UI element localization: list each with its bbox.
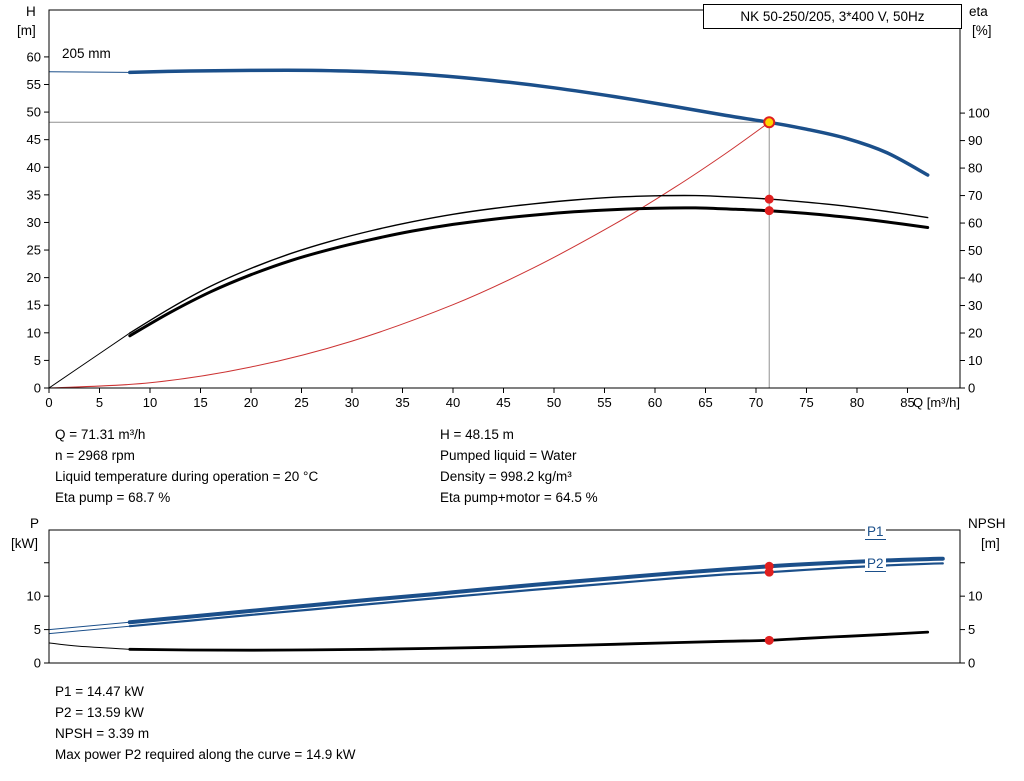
tick-label: 20 <box>968 326 982 341</box>
p1-curve-lead <box>48 621 130 631</box>
tick-label: 30 <box>968 298 982 313</box>
tick-label: 85 <box>900 395 914 410</box>
tick-label: 10 <box>143 395 157 410</box>
eta-pump-curve <box>129 194 929 334</box>
tick-label: 70 <box>749 395 763 410</box>
p-axis-unit: [kW] <box>11 536 38 551</box>
tick-label: 0 <box>45 395 52 410</box>
impeller-diameter-label: 205 mm <box>62 46 111 61</box>
tick-label: 50 <box>968 243 982 258</box>
npsh-curve-lead <box>48 642 130 650</box>
eta-pump-motor-point <box>764 206 774 216</box>
plot-frame <box>48 9 961 389</box>
tick-label: 5 <box>34 622 41 637</box>
eta-axis-title: eta <box>969 4 988 19</box>
duty-info-column-1: Q = 71.31 m³/h n = 2968 rpm Liquid tempe… <box>55 424 318 508</box>
npsh-point <box>764 635 774 645</box>
tick-label: 80 <box>968 161 982 176</box>
tick-label: 5 <box>968 622 975 637</box>
system-curve <box>48 121 770 389</box>
tick-label: 5 <box>34 353 41 368</box>
tick-label: 0 <box>34 656 41 671</box>
h-axis-unit: [m] <box>17 23 36 38</box>
tick-label: 90 <box>968 133 982 148</box>
info-p1: P1 = 14.47 kW <box>55 684 144 699</box>
p2-curve <box>128 562 944 628</box>
tick-label: 65 <box>698 395 712 410</box>
duty-info-column-2: H = 48.15 m Pumped liquid = Water Densit… <box>440 424 598 508</box>
info-speed: n = 2968 rpm <box>55 448 135 463</box>
tick-label: 45 <box>496 395 510 410</box>
info-eta-pump: Eta pump = 68.7 % <box>55 490 171 505</box>
tick-label: 35 <box>395 395 409 410</box>
info-flow: Q = 71.31 m³/h <box>55 427 146 442</box>
tick-label: 60 <box>648 395 662 410</box>
tick-label: 15 <box>193 395 207 410</box>
info-density: Density = 998.2 kg/m³ <box>440 469 572 484</box>
head-curve-lead <box>48 71 130 73</box>
tick-label: 20 <box>244 395 258 410</box>
info-npsh: NPSH = 3.39 m <box>55 726 150 741</box>
tick-label: 10 <box>27 589 41 604</box>
tick-label: 40 <box>446 395 460 410</box>
eta-pump-curve-lead <box>48 332 131 389</box>
tick-label: 0 <box>34 381 41 396</box>
p2-curve-label: P2 <box>865 556 886 572</box>
eta-axis-unit: [%] <box>972 23 992 38</box>
info-liquid: Pumped liquid = Water <box>440 448 577 463</box>
npsh-axis-unit: [m] <box>981 536 1000 551</box>
tick-label: 5 <box>96 395 103 410</box>
tick-label: 15 <box>27 298 41 313</box>
head-curve <box>128 68 930 177</box>
eta-pump-motor-curve <box>128 206 930 338</box>
result-info-block: P1 = 14.47 kW P2 = 13.59 kW NPSH = 3.39 … <box>55 681 356 765</box>
tick-label: 35 <box>27 187 41 202</box>
tick-label: 75 <box>799 395 813 410</box>
npsh-curve <box>128 630 930 652</box>
tick-label: 0 <box>968 656 975 671</box>
tick-label: 40 <box>968 271 982 286</box>
tick-label: 80 <box>850 395 864 410</box>
p1-curve <box>127 556 945 625</box>
info-head: H = 48.15 m <box>440 427 514 442</box>
tick-label: 60 <box>968 216 982 231</box>
tick-label: 100 <box>968 106 990 121</box>
info-p2: P2 = 13.59 kW <box>55 705 144 720</box>
tick-label: 60 <box>27 49 41 64</box>
x-axis-title: Q [m³/h] <box>913 395 960 410</box>
p-axis-title: P <box>30 516 40 531</box>
power-npsh-chart: 0 5 10 0 5 10 <box>27 529 982 671</box>
plot-frame <box>48 529 961 664</box>
tick-label: 25 <box>294 395 308 410</box>
tick-label: 10 <box>968 353 982 368</box>
tick-label: 20 <box>27 270 41 285</box>
tick-label: 25 <box>27 243 41 258</box>
head-efficiency-chart: 0510152025303540455055600102030405060708… <box>27 9 990 410</box>
info-eta-pump-motor: Eta pump+motor = 64.5 % <box>440 490 598 505</box>
tick-label: 55 <box>27 77 41 92</box>
info-max-power: Max power P2 required along the curve = … <box>55 747 356 762</box>
tick-label: 0 <box>968 381 975 396</box>
tick-label: 30 <box>345 395 359 410</box>
p1-curve-label: P1 <box>865 524 886 540</box>
h-axis-title: H <box>26 4 36 19</box>
tick-label: 40 <box>27 160 41 175</box>
p2-curve-lead <box>48 625 130 635</box>
duty-point[interactable] <box>763 116 776 129</box>
tick-label: 70 <box>968 188 982 203</box>
tick-label: 45 <box>27 132 41 147</box>
tick-label: 55 <box>597 395 611 410</box>
tick-label: 50 <box>27 105 41 120</box>
info-temperature: Liquid temperature during operation = 20… <box>55 469 319 484</box>
p2-point <box>764 567 774 577</box>
npsh-axis-title: NPSH <box>968 516 1006 531</box>
tick-label: 10 <box>968 589 982 604</box>
tick-label: 30 <box>27 215 41 230</box>
eta-pump-point <box>764 194 774 204</box>
pump-designation-box: NK 50-250/205, 3*400 V, 50Hz <box>703 4 962 29</box>
tick-label: 50 <box>547 395 561 410</box>
tick-label: 10 <box>27 325 41 340</box>
